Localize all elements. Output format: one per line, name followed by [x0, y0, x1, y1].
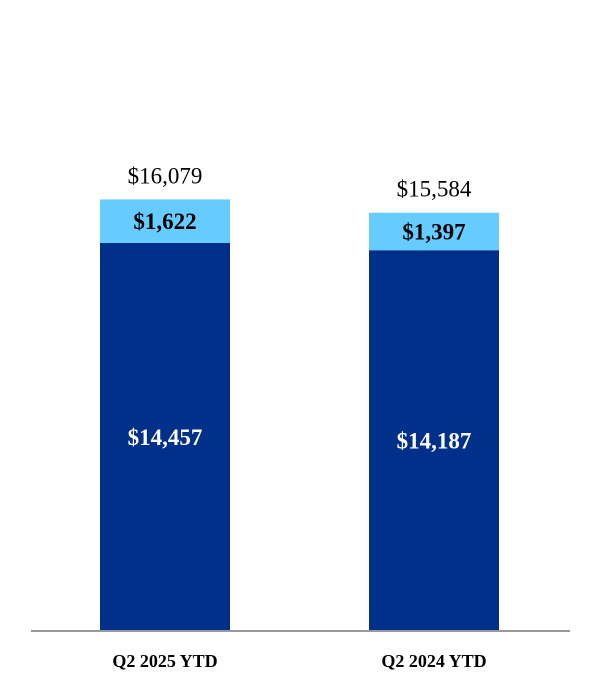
bars-group	[100, 199, 499, 631]
segment-label-1-1: $14,457	[128, 425, 203, 450]
x-tick-label-2: Q2 2024 YTD	[381, 651, 486, 671]
bar-segment-2-2	[369, 212, 499, 251]
segment-label-2-1: $1,622	[133, 209, 196, 234]
x-axis-ticks: Q2 2025 YTD Q2 2024 YTD	[112, 651, 486, 671]
bar-segment-2-1	[100, 199, 230, 243]
total-label-1: $16,079	[128, 163, 203, 188]
bar-segment-1-2	[369, 250, 499, 631]
x-tick-label-1: Q2 2025 YTD	[112, 651, 217, 671]
segment-label-1-2: $14,187	[397, 429, 472, 454]
labels-group: $14,457 $1,622 $16,079 $14,187 $1,397 $15,584	[128, 163, 472, 453]
total-label-2: $15,584	[397, 177, 472, 202]
segment-label-2-2: $1,397	[402, 219, 465, 244]
bar-segment-1-1	[100, 242, 230, 631]
